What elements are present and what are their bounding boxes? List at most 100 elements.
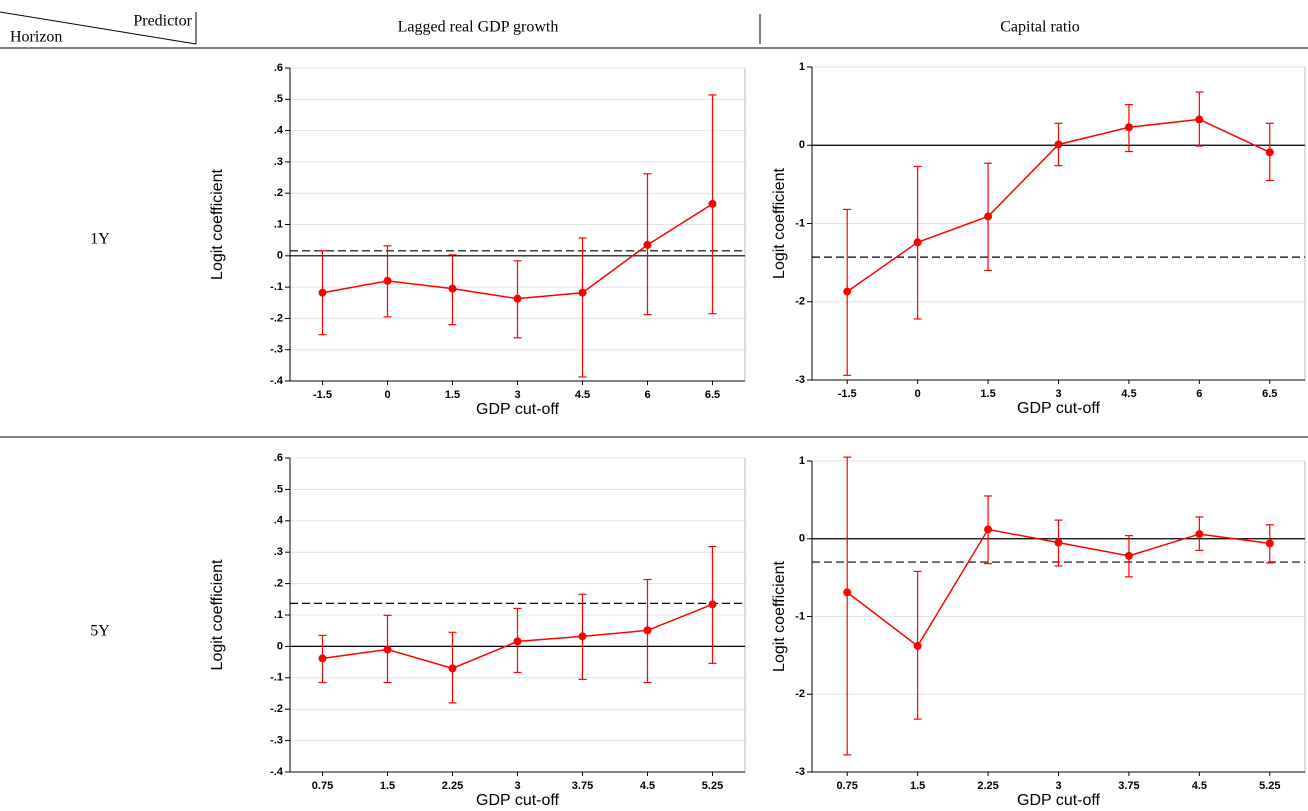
- x-tick-label: 6: [1196, 388, 1202, 400]
- x-tick-label: -1.5: [838, 388, 857, 400]
- point: [913, 238, 922, 247]
- x-tick-label: 6.5: [1262, 388, 1277, 400]
- point: [513, 294, 522, 303]
- point: [448, 664, 457, 673]
- x-tick-label: 2.25: [977, 780, 998, 792]
- x-tick-label: 0: [384, 389, 390, 401]
- point: [1054, 538, 1063, 547]
- y-tick-label: -2: [795, 296, 805, 308]
- y-tick-label: .6: [274, 62, 283, 74]
- point: [843, 588, 852, 597]
- x-tick-label: 1.5: [910, 780, 925, 792]
- x-tick-label: 6.5: [705, 389, 720, 401]
- point: [643, 626, 652, 635]
- corner-bottom: Horizon: [10, 29, 62, 46]
- y-tick-label: -1: [795, 610, 805, 622]
- x-tick-label: 0.75: [837, 780, 858, 792]
- y-axis-label: Logit coefficient: [209, 169, 226, 280]
- x-axis-label: GDP cut-off: [1017, 400, 1101, 417]
- y-tick-label: -.3: [270, 735, 283, 747]
- column-title: Capital ratio: [1000, 19, 1080, 36]
- corner-diagonal: [0, 11, 197, 45]
- x-tick-label: -1.5: [313, 389, 332, 401]
- point: [984, 525, 993, 534]
- y-tick-label: -.1: [270, 281, 283, 293]
- point: [1124, 123, 1133, 132]
- point: [448, 284, 457, 293]
- y-tick-label: .5: [274, 483, 283, 495]
- x-tick-label: 3: [514, 780, 520, 792]
- x-tick-label: 3.75: [1118, 780, 1139, 792]
- point: [1265, 148, 1274, 157]
- x-tick-label: 3: [514, 389, 520, 401]
- y-tick-label: -.1: [270, 672, 283, 684]
- row-label: 1Y: [90, 231, 110, 248]
- x-tick-label: 1.5: [445, 389, 460, 401]
- x-tick-label: 3: [1055, 388, 1061, 400]
- point: [708, 600, 717, 609]
- y-tick-label: 1: [799, 61, 805, 73]
- point: [643, 240, 652, 249]
- x-tick-label: 5.25: [702, 780, 723, 792]
- y-tick-label: -2: [795, 688, 805, 700]
- x-axis-label: GDP cut-off: [1017, 792, 1101, 809]
- point: [708, 199, 717, 208]
- point: [1054, 140, 1063, 149]
- y-tick-label: .3: [274, 156, 283, 168]
- y-tick-label: .1: [274, 218, 283, 230]
- x-tick-label: 6: [644, 389, 650, 401]
- point: [913, 642, 922, 651]
- y-tick-label: 0: [799, 533, 805, 545]
- y-tick-label: .2: [274, 578, 283, 590]
- y-tick-label: -1: [795, 217, 805, 229]
- x-tick-label: 4.5: [1192, 780, 1207, 792]
- x-tick-label: 3.75: [572, 780, 593, 792]
- point: [578, 632, 587, 641]
- y-tick-label: -.4: [270, 375, 284, 387]
- point: [1124, 551, 1133, 560]
- y-tick-label: .6: [274, 452, 283, 464]
- x-tick-label: 4.5: [1121, 388, 1136, 400]
- x-axis-label: GDP cut-off: [476, 401, 560, 418]
- x-tick-label: 0: [915, 388, 921, 400]
- point: [843, 287, 852, 296]
- x-tick-label: 4.5: [640, 780, 655, 792]
- y-tick-label: -.3: [270, 344, 283, 356]
- y-axis-label: Logit coefficient: [771, 168, 788, 279]
- y-tick-label: .5: [274, 93, 283, 105]
- x-axis-label: GDP cut-off: [476, 792, 560, 809]
- y-tick-label: .3: [274, 546, 283, 558]
- x-tick-label: 2.25: [442, 780, 463, 792]
- point: [318, 654, 327, 663]
- row-label: 5Y: [90, 623, 110, 640]
- point: [383, 276, 392, 285]
- point: [984, 212, 993, 221]
- y-tick-label: -.2: [270, 312, 283, 324]
- x-tick-label: 4.5: [575, 389, 590, 401]
- point: [383, 645, 392, 654]
- y-tick-label: 0: [277, 250, 283, 262]
- point: [1195, 115, 1204, 124]
- y-tick-label: -3: [795, 374, 805, 386]
- corner-top: Predictor: [133, 13, 192, 30]
- point: [513, 637, 522, 646]
- x-tick-label: 0.75: [312, 780, 333, 792]
- column-title: Lagged real GDP growth: [398, 19, 559, 36]
- point: [318, 288, 327, 297]
- y-tick-label: 0: [277, 640, 283, 652]
- y-tick-label: .4: [274, 125, 284, 137]
- y-axis-label: Logit coefficient: [209, 559, 226, 670]
- y-tick-label: -.2: [270, 703, 283, 715]
- y-tick-label: -3: [795, 766, 805, 778]
- x-tick-label: 5.25: [1259, 780, 1280, 792]
- point: [578, 288, 587, 297]
- point: [1265, 539, 1274, 548]
- y-tick-label: -.4: [270, 766, 284, 778]
- y-tick-label: .1: [274, 609, 283, 621]
- x-tick-label: 1.5: [380, 780, 395, 792]
- y-axis-label: Logit coefficient: [771, 561, 788, 672]
- point: [1195, 530, 1204, 539]
- y-tick-label: 0: [799, 139, 805, 151]
- x-tick-label: 1.5: [980, 388, 995, 400]
